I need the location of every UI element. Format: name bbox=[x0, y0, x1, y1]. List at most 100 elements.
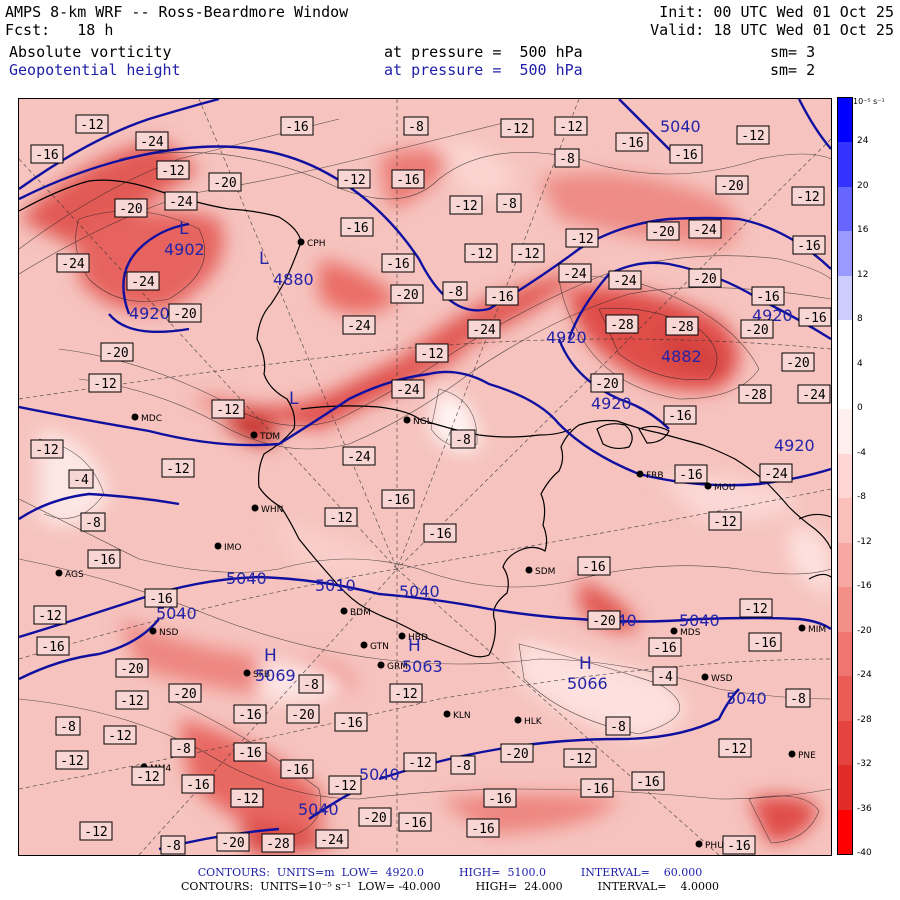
vorticity-label-text: -20 bbox=[105, 346, 128, 361]
vorticity-label: -20 bbox=[715, 175, 749, 195]
vorticity-label-text: -20 bbox=[291, 708, 314, 723]
vorticity-label: -16 bbox=[792, 235, 826, 255]
vorticity-label-text: -20 bbox=[595, 377, 618, 392]
vorticity-label: -8 bbox=[55, 716, 81, 736]
vorticity-label-text: -28 bbox=[670, 320, 693, 335]
vorticity-label-text: -12 bbox=[559, 120, 582, 135]
vorticity-label: -20 bbox=[390, 284, 424, 304]
station-dot bbox=[214, 542, 222, 550]
vorticity-label: -8 bbox=[496, 193, 522, 213]
vorticity-label-text: -12 bbox=[60, 754, 83, 769]
station-dot bbox=[636, 470, 644, 478]
station-label: MDS bbox=[680, 628, 701, 638]
vorticity-label-text: -12 bbox=[408, 756, 431, 771]
vorticity-label-text: -12 bbox=[516, 247, 539, 262]
vorticity-label-text: -12 bbox=[469, 247, 492, 262]
vorticity-label-text: -20 bbox=[592, 614, 615, 629]
station-dot bbox=[377, 661, 385, 669]
station-whn: WHN bbox=[251, 504, 283, 515]
height-label: 4920 bbox=[129, 304, 170, 323]
station-label: WSD bbox=[711, 674, 733, 684]
colorbar-tick-label: -16 bbox=[857, 581, 872, 592]
vorticity-label-text: -16 bbox=[396, 173, 419, 188]
vorticity-label-text: -16 bbox=[403, 816, 426, 831]
vorticity-label: -12 bbox=[55, 750, 89, 770]
footer-vorticity-contours: CONTOURS: UNITS=10⁻⁵ s⁻¹ LOW= -40.000 HI… bbox=[181, 880, 719, 893]
vorticity-label-text: -12 bbox=[568, 752, 591, 767]
vorticity-label: -8 bbox=[170, 738, 196, 758]
station-gtn: GTN bbox=[360, 641, 389, 652]
station-dot bbox=[297, 238, 305, 246]
colorbar bbox=[837, 97, 853, 855]
height-label: 4920 bbox=[774, 436, 815, 455]
vorticity-label-text: -16 bbox=[285, 763, 308, 778]
field1-name: Absolute vorticity bbox=[9, 43, 172, 61]
vorticity-label: -16 bbox=[233, 742, 267, 762]
vorticity-label: -16 bbox=[580, 778, 614, 798]
vorticity-label: -16 bbox=[722, 835, 756, 855]
low-marker: L bbox=[179, 219, 189, 239]
vorticity-label-text: -16 bbox=[345, 221, 368, 236]
vorticity-label-text: -12 bbox=[454, 199, 477, 214]
vorticity-label: -28 bbox=[738, 384, 772, 404]
station-bdm: BDM bbox=[340, 607, 371, 618]
vorticity-label: -12 bbox=[736, 125, 770, 145]
vorticity-label-text: -12 bbox=[329, 511, 352, 526]
colorbar-tick-label: -24 bbox=[857, 670, 872, 681]
vorticity-label: -16 bbox=[483, 788, 517, 808]
station-cph: CPH bbox=[297, 238, 325, 249]
station-dot bbox=[443, 710, 451, 718]
colorbar-segment bbox=[838, 498, 852, 544]
station-dot bbox=[149, 627, 157, 635]
vorticity-label: -8 bbox=[160, 835, 186, 855]
vorticity-label-text: -16 bbox=[471, 822, 494, 837]
vorticity-label: -16 bbox=[398, 812, 432, 832]
vorticity-label-text: -12 bbox=[93, 377, 116, 392]
vorticity-label-text: -16 bbox=[386, 493, 409, 508]
vorticity-label-text: -20 bbox=[173, 687, 196, 702]
vorticity-label: -8 bbox=[442, 281, 468, 301]
high-marker: H bbox=[264, 646, 277, 666]
station-dot bbox=[695, 840, 703, 848]
height-label: 5040 bbox=[156, 604, 197, 623]
height-label: 5040 bbox=[298, 800, 339, 819]
vorticity-label-text: -8 bbox=[408, 120, 424, 135]
station-dot bbox=[340, 607, 348, 615]
vorticity-label-text: -8 bbox=[165, 839, 181, 854]
colorbar-segment bbox=[838, 364, 852, 410]
vorticity-label-text: -12 bbox=[136, 770, 159, 785]
field2-level: at pressure = 500 hPa bbox=[384, 61, 583, 79]
vorticity-label: -16 bbox=[280, 759, 314, 779]
vorticity-label: -16 bbox=[381, 253, 415, 273]
vorticity-label-text: -16 bbox=[636, 775, 659, 790]
vorticity-label-text: -8 bbox=[303, 678, 319, 693]
vorticity-label: -24 bbox=[56, 253, 90, 273]
footer-height-contours: CONTOURS: UNITS=m LOW= 4920.0 HIGH= 5100… bbox=[197, 866, 703, 879]
vorticity-label-text: -8 bbox=[501, 197, 517, 212]
colorbar-tick-label: -4 bbox=[857, 447, 866, 458]
vorticity-label: -4 bbox=[68, 469, 94, 489]
colorbar-segment bbox=[838, 809, 852, 855]
field1-smoothing: sm= 3 bbox=[770, 43, 816, 61]
vorticity-label: -12 bbox=[449, 195, 483, 215]
height-label: 5040 bbox=[726, 689, 767, 708]
vorticity-label: -12 bbox=[30, 439, 64, 459]
vorticity-label-text: -12 bbox=[333, 779, 356, 794]
vorticity-label-text: -16 bbox=[753, 636, 776, 651]
colorbar-unit: 10⁻⁵ s⁻¹ bbox=[853, 97, 885, 106]
vorticity-label: -20 bbox=[587, 610, 621, 630]
vorticity-label-text: -28 bbox=[743, 388, 766, 403]
vorticity-label: -16 bbox=[577, 556, 611, 576]
colorbar-segment bbox=[838, 320, 852, 366]
vorticity-label-text: -16 bbox=[490, 290, 513, 305]
station-label: SFB bbox=[253, 670, 270, 680]
vorticity-label-text: -16 bbox=[620, 136, 643, 151]
vorticity-label: -24 bbox=[126, 271, 160, 291]
vorticity-label: -24 bbox=[558, 263, 592, 283]
vorticity-label-text: -16 bbox=[756, 290, 779, 305]
colorbar-segment bbox=[838, 542, 852, 588]
vorticity-labels-layer: -12 -24 -16 -8 -12 -12 -16 -12 -16 -12 -12 -16 -8 -16… bbox=[30, 114, 831, 855]
station-mim: MIM bbox=[798, 624, 826, 635]
vorticity-label-text: -24 bbox=[802, 388, 826, 403]
station-frb: FRB bbox=[636, 470, 664, 481]
